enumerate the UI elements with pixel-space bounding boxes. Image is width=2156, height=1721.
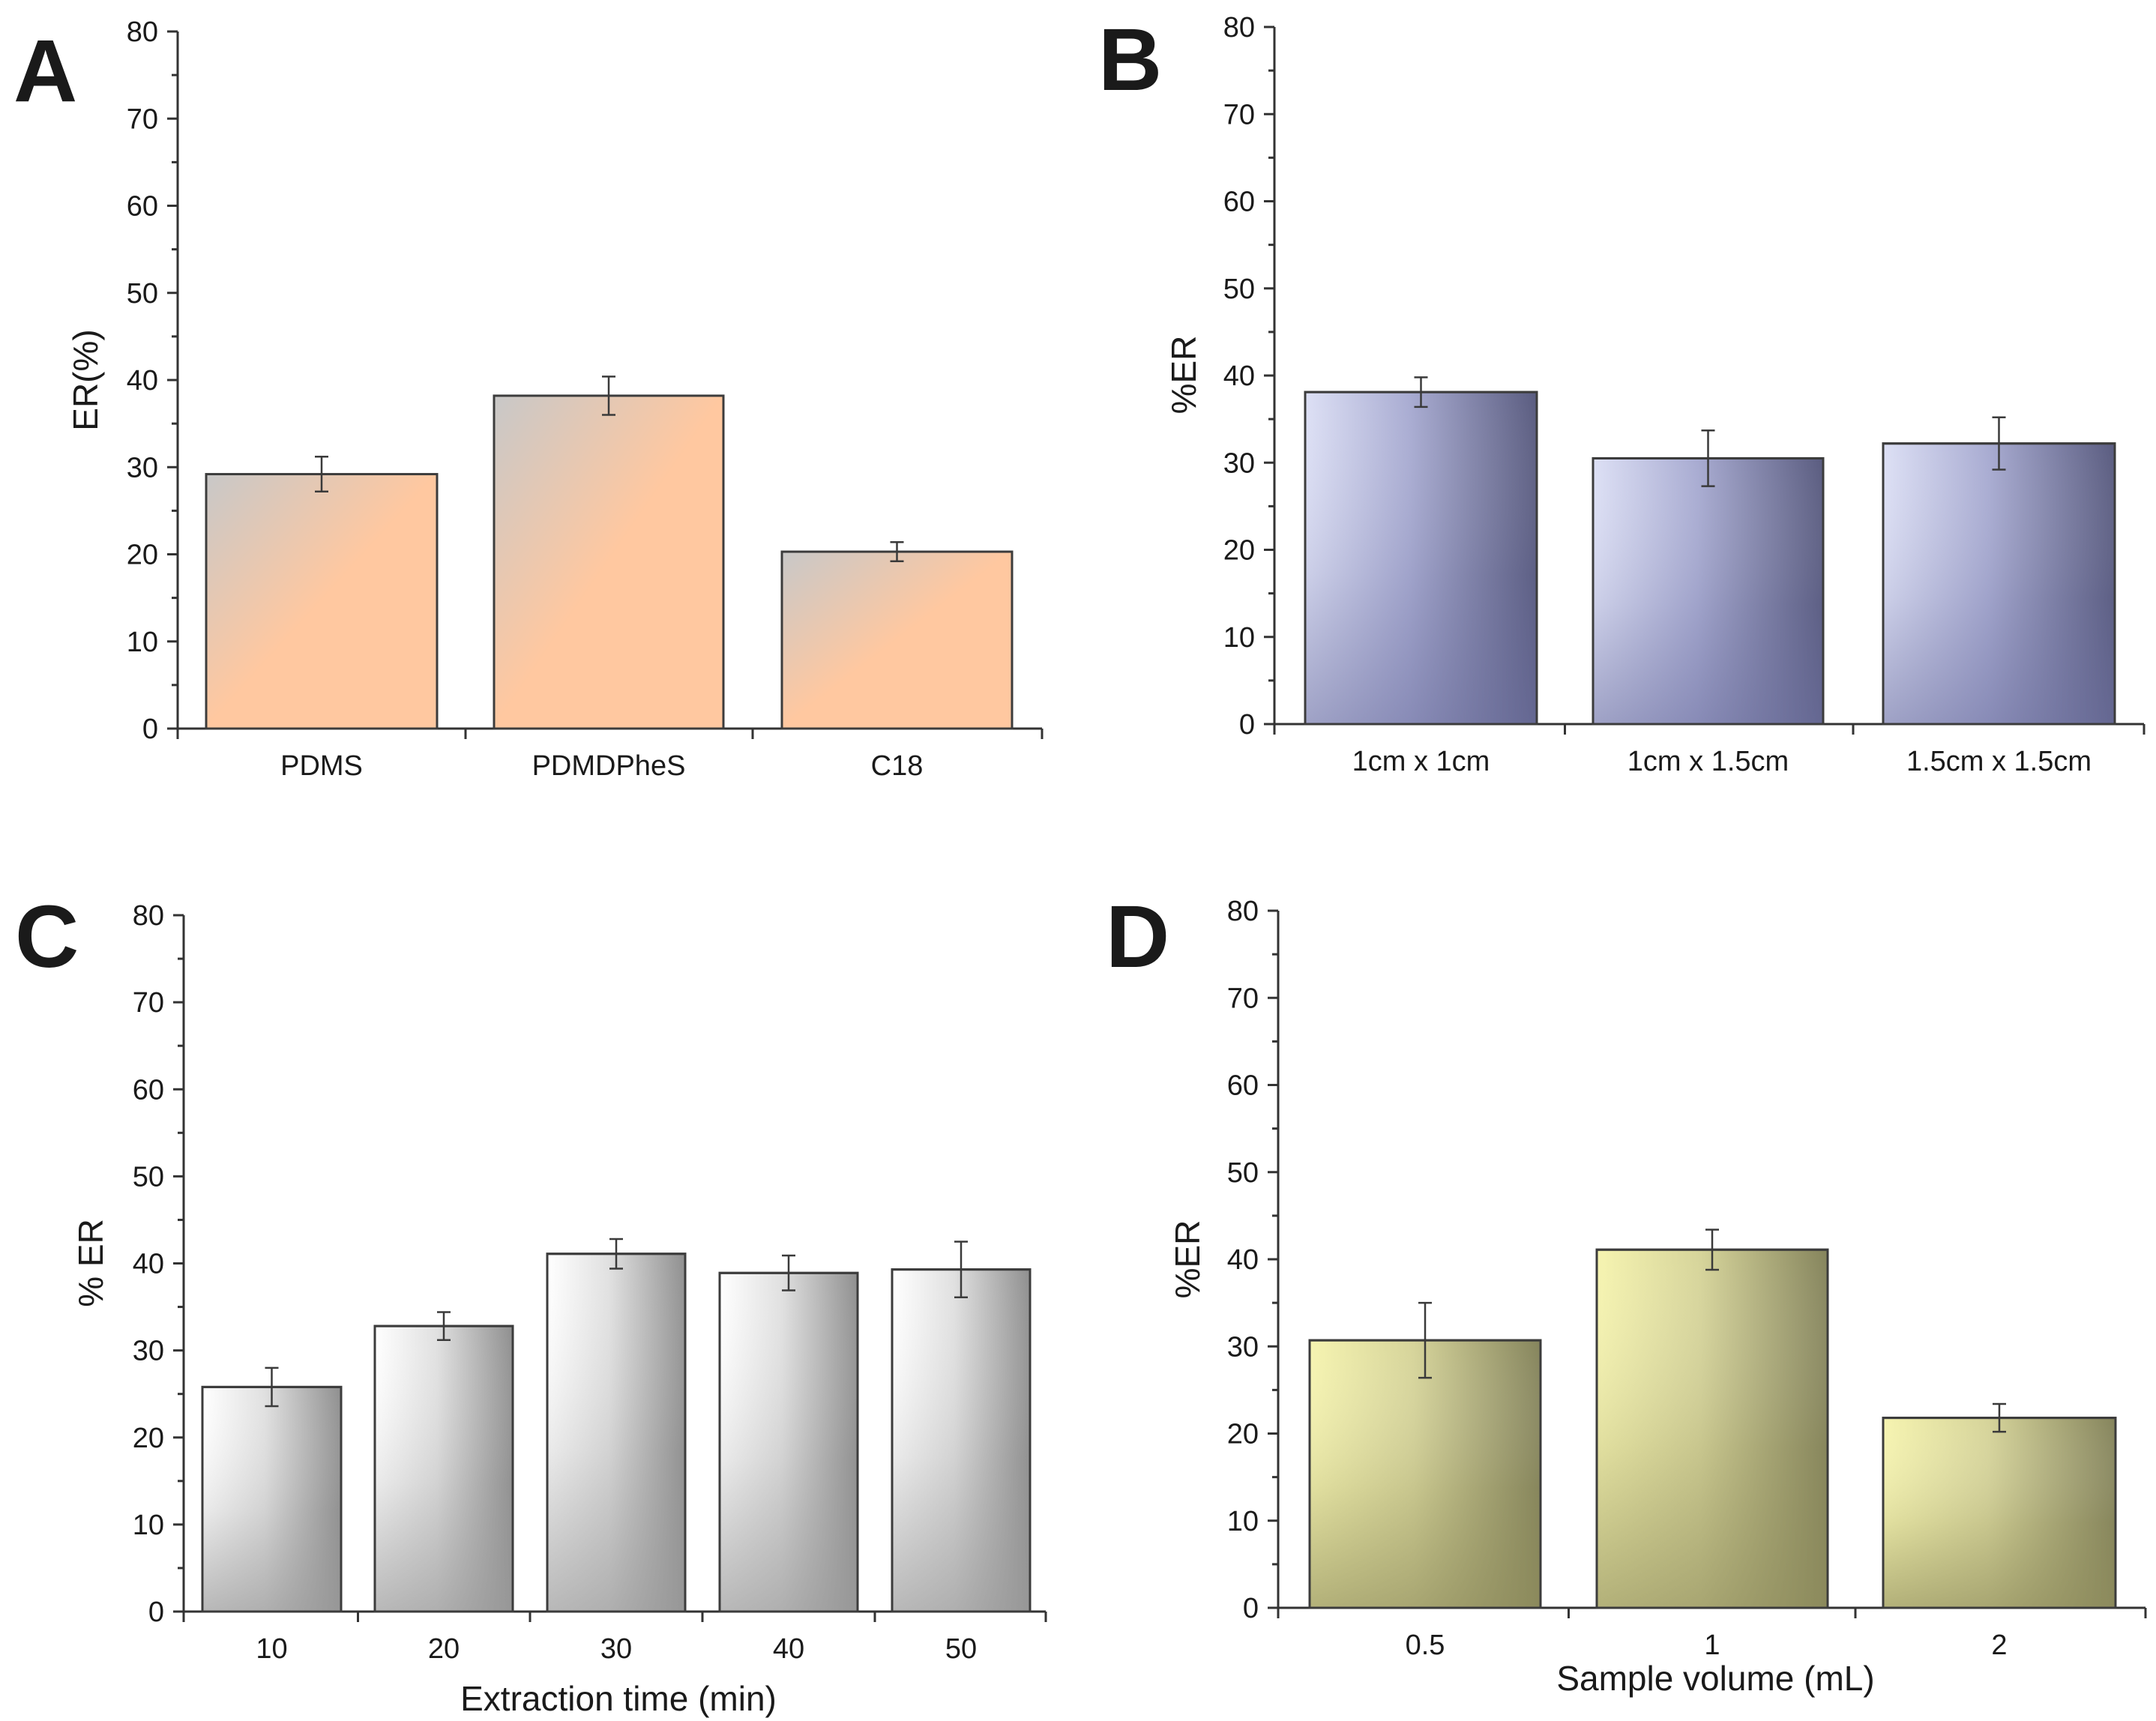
panel-d: D 0 10 20 30 40 50 60 70 80 %ER Sample volume (mL)…	[1106, 887, 2147, 1698]
panel-d-bar-shade	[1310, 1340, 1541, 1608]
panel-d-y-tick-label: 10	[1227, 1506, 1259, 1537]
panel-d-bar-shade	[1597, 1250, 1828, 1608]
panel-b-y-tick-label: 10	[1223, 622, 1255, 654]
panel-c-bar-shade	[375, 1326, 513, 1612]
panel-d-y-tick-label: 0	[1243, 1593, 1259, 1624]
panel-b-y-axis-title: %ER	[1164, 336, 1203, 415]
panel-c-y-tick-label: 40	[133, 1249, 164, 1280]
panel-d-category-label: 2	[1991, 1630, 2007, 1661]
panel-c-category-label: 40	[773, 1633, 804, 1665]
panel-b-bar-shade	[1305, 392, 1537, 724]
panel-a-y-axis-title: ER(%)	[66, 329, 105, 430]
panel-a-y-tick-label: 70	[127, 103, 158, 135]
panel-c: C 0 10 20 30 40 50 60 70 80 % ER Extraction time (…	[15, 887, 1047, 1718]
panel-b-bar-shade	[1883, 443, 2115, 724]
panel-d-y-tick-label: 40	[1227, 1244, 1259, 1276]
panel-d-y-tick-label: 60	[1227, 1070, 1259, 1102]
panel-c-bar-shade	[892, 1269, 1030, 1612]
panel-d-y-tick-label: 20	[1227, 1419, 1259, 1450]
panel-d-category-label: 0.5	[1406, 1630, 1445, 1661]
panel-a-category-label: PDMDPheS	[532, 750, 686, 782]
panel-c-y-tick-label: 30	[133, 1336, 164, 1367]
panel-d-y-axis-title: %ER	[1168, 1220, 1207, 1299]
panel-a-y-tick-label: 40	[127, 365, 158, 397]
panel-b-y-tick-label: 70	[1223, 99, 1255, 130]
panel-b: B 0 10 20 30 40 50 60 70 80 %ER 1cm x 1cm 1cm x 1.5…	[1098, 10, 2146, 777]
panel-b-y-tick-label: 20	[1223, 535, 1255, 567]
panel-c-x-axis-title: Extraction time (min)	[460, 1679, 777, 1718]
panel-c-y-tick-label: 70	[133, 987, 164, 1019]
panel-a-bar	[493, 394, 725, 730]
panel-a-category-label: PDMS	[280, 750, 363, 782]
panel-b-bar-shade	[1593, 458, 1823, 724]
panel-a: A 0 10 20 30 40 50 60 70 80 ER(%) PDMS PDMDPheS C18	[13, 16, 1044, 782]
panel-d-bar-shade	[1883, 1417, 2116, 1608]
panel-a-bar	[205, 473, 439, 730]
panel-a-y-tick-label: 20	[127, 540, 158, 571]
panel-c-y-axis-title: % ER	[71, 1219, 110, 1307]
panel-letter-b: B	[1098, 10, 1162, 109]
panel-c-y-tick-label: 0	[148, 1597, 164, 1628]
panel-b-y-tick-label: 30	[1223, 447, 1255, 479]
panel-b-category-label: 1cm x 1cm	[1352, 746, 1490, 777]
panel-a-y-tick-label: 0	[142, 714, 158, 745]
panel-c-y-tick-label: 60	[133, 1074, 164, 1106]
panel-letter-c: C	[15, 887, 79, 986]
panel-c-bar-shade	[202, 1387, 341, 1612]
panel-c-category-label: 20	[428, 1633, 460, 1665]
panel-d-y-tick-label: 70	[1227, 983, 1259, 1014]
panel-d-y-tick-label: 50	[1227, 1157, 1259, 1189]
panel-c-category-label: 10	[256, 1633, 287, 1665]
panel-a-y-tick-label: 80	[127, 16, 158, 48]
panel-letter-d: D	[1106, 887, 1169, 986]
panel-b-y-tick-label: 80	[1223, 12, 1255, 43]
panel-c-y-tick-label: 20	[133, 1423, 164, 1454]
panel-letter-a: A	[13, 22, 77, 121]
panel-b-y-tick-label: 60	[1223, 187, 1255, 218]
panel-a-category-label: C18	[871, 750, 924, 782]
panel-a-y-tick-label: 30	[127, 452, 158, 483]
panel-c-bar-shade	[547, 1253, 685, 1612]
panel-d-y-tick-label: 30	[1227, 1331, 1259, 1363]
panel-c-y-tick-label: 50	[133, 1161, 164, 1193]
panel-c-category-label: 50	[945, 1633, 977, 1665]
panel-b-y-tick-label: 50	[1223, 274, 1255, 305]
panel-a-y-tick-label: 60	[127, 191, 158, 223]
panel-d-x-axis-title: Sample volume (mL)	[1556, 1659, 1874, 1698]
panel-a-y-tick-label: 50	[127, 278, 158, 310]
panel-c-y-tick-label: 10	[133, 1510, 164, 1541]
panel-a-bar	[780, 550, 1014, 730]
panel-b-category-label: 1.5cm x 1.5cm	[1906, 746, 2092, 777]
panel-d-y-tick-label: 80	[1227, 896, 1259, 927]
panel-b-y-tick-label: 40	[1223, 361, 1255, 392]
panel-c-category-label: 30	[600, 1633, 632, 1665]
panel-b-category-label: 1cm x 1.5cm	[1627, 746, 1789, 777]
panel-c-bar-shade	[720, 1273, 858, 1612]
panel-b-y-tick-label: 0	[1239, 709, 1255, 741]
panel-a-y-tick-label: 10	[127, 627, 158, 658]
panel-d-category-label: 1	[1704, 1630, 1720, 1661]
panel-c-y-tick-label: 80	[133, 900, 164, 932]
